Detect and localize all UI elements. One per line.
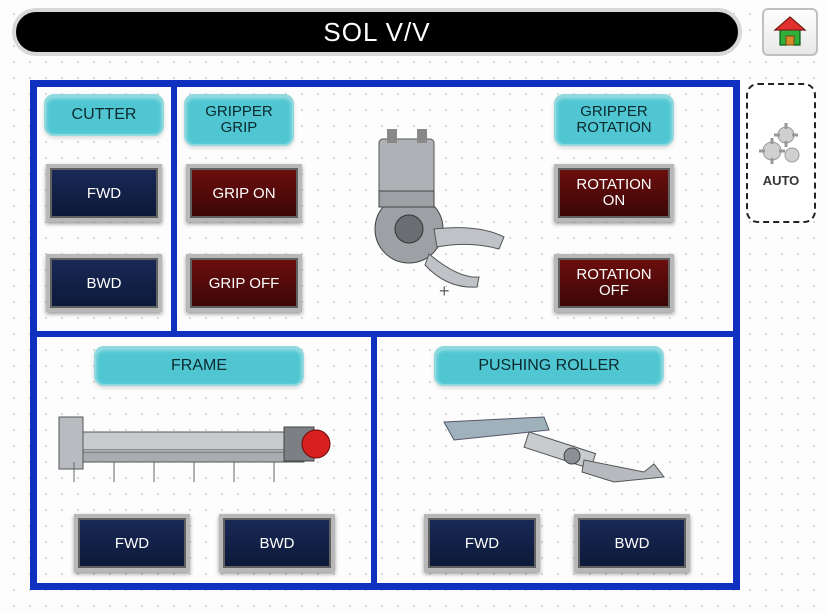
cutter-header: CUTTER bbox=[44, 94, 164, 136]
gripper-image: + bbox=[324, 124, 524, 314]
cutter-bwd-label: BWD bbox=[87, 275, 122, 292]
grip-on-label: GRIP ON bbox=[212, 185, 275, 202]
pushing-fwd-label: FWD bbox=[465, 535, 499, 552]
grip-off-button[interactable]: GRIP OFF bbox=[186, 254, 302, 312]
pushing-roller-header: PUSHING ROLLER bbox=[434, 346, 664, 386]
frame-fwd-label: FWD bbox=[115, 535, 149, 552]
pushing-bwd-button[interactable]: BWD bbox=[574, 514, 690, 572]
cutter-fwd-label: FWD bbox=[87, 185, 121, 202]
cutter-bwd-button[interactable]: BWD bbox=[46, 254, 162, 312]
main-panel: CUTTER FWD BWD GRIPPER GRIP GRIP ON GRIP… bbox=[30, 80, 740, 590]
home-button[interactable] bbox=[762, 8, 818, 56]
pushing-fwd-button[interactable]: FWD bbox=[424, 514, 540, 572]
pushing-roller-image bbox=[414, 399, 694, 499]
svg-text:+: + bbox=[439, 281, 450, 301]
frame-bwd-button[interactable]: BWD bbox=[219, 514, 335, 572]
rotation-on-label: ROTATION ON bbox=[576, 177, 651, 210]
pushing-bwd-label: BWD bbox=[615, 535, 650, 552]
grip-off-label: GRIP OFF bbox=[209, 275, 280, 292]
gripper-grip-header: GRIPPER GRIP bbox=[184, 94, 294, 146]
grip-on-button[interactable]: GRIP ON bbox=[186, 164, 302, 222]
gripper-grip-header-label: GRIPPER GRIP bbox=[205, 104, 273, 137]
frame-bwd-label: BWD bbox=[260, 535, 295, 552]
frame-header-label: FRAME bbox=[171, 357, 227, 375]
gripper-rotation-header-label: GRIPPER ROTATION bbox=[576, 104, 651, 137]
frame-header: FRAME bbox=[94, 346, 304, 386]
frame-image bbox=[54, 399, 334, 499]
rotation-off-button[interactable]: ROTATION OFF bbox=[554, 254, 674, 312]
home-icon bbox=[772, 15, 808, 49]
rotation-on-button[interactable]: ROTATION ON bbox=[554, 164, 674, 222]
auto-label: AUTO bbox=[763, 173, 800, 188]
pushing-roller-header-label: PUSHING ROLLER bbox=[478, 357, 619, 375]
cutter-header-label: CUTTER bbox=[72, 106, 137, 124]
auto-button[interactable]: AUTO bbox=[746, 83, 816, 223]
title-bar: SOL V/V bbox=[12, 8, 742, 56]
page-title: SOL V/V bbox=[323, 17, 430, 48]
rotation-off-label: ROTATION OFF bbox=[576, 267, 651, 300]
gears-icon bbox=[756, 119, 806, 169]
frame-fwd-button[interactable]: FWD bbox=[74, 514, 190, 572]
gripper-rotation-header: GRIPPER ROTATION bbox=[554, 94, 674, 146]
cutter-fwd-button[interactable]: FWD bbox=[46, 164, 162, 222]
